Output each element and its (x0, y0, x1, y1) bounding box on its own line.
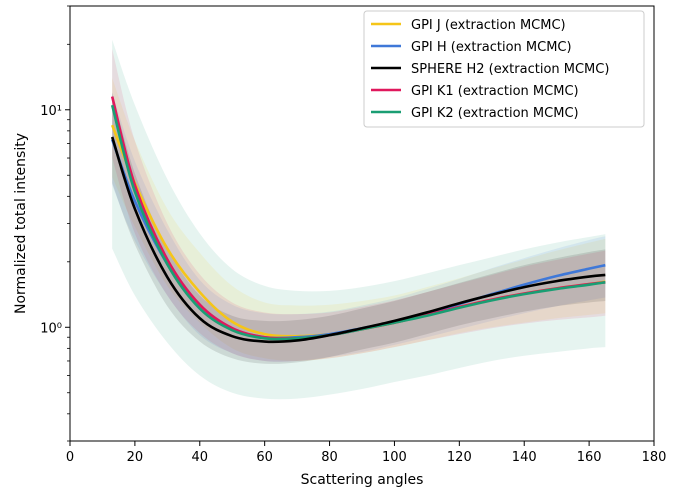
band-series-1 (112, 77, 606, 361)
series-lines (110, 96, 606, 344)
x-tick-label: 40 (192, 450, 209, 465)
y-tick-label: 10¹ (40, 104, 62, 119)
band-series-5 (112, 39, 606, 400)
y-tick-label: 10⁰ (40, 321, 62, 336)
y-axis-label: Normalized total intensity (13, 133, 29, 314)
line-series-3 (110, 136, 606, 344)
x-tick-label: 20 (127, 450, 144, 465)
legend-label: SPHERE H2 (extraction MCMC) (411, 62, 609, 77)
x-tick-label: 180 (642, 450, 667, 465)
band-series-4 (112, 49, 606, 362)
x-tick-label: 100 (382, 450, 407, 465)
legend-label: GPI H (extraction MCMC) (411, 40, 572, 55)
x-axis-ticks: 0 20 40 60 80 100 120 140 160 180 (66, 441, 667, 465)
legend-box (363, 10, 645, 128)
band-series-2 (112, 92, 606, 362)
x-tick-label: 60 (256, 450, 273, 465)
x-tick-label: 160 (577, 450, 602, 465)
x-tick-label: 120 (447, 450, 472, 465)
x-tick-label: 140 (512, 450, 537, 465)
y-axis-ticks: 10⁰ 10¹ (40, 5, 70, 442)
legend-label: GPI K1 (extraction MCMC) (411, 84, 579, 99)
legend-label: GPI K2 (extraction MCMC) (411, 106, 579, 121)
x-axis-label: Scattering angles (301, 472, 424, 488)
x-tick-label: 0 (66, 450, 74, 465)
x-tick-label: 80 (321, 450, 338, 465)
legend-label: GPI J (extraction MCMC) (411, 18, 566, 33)
legend: GPI J (extraction MCMC) GPI H (extraction… (363, 10, 645, 128)
